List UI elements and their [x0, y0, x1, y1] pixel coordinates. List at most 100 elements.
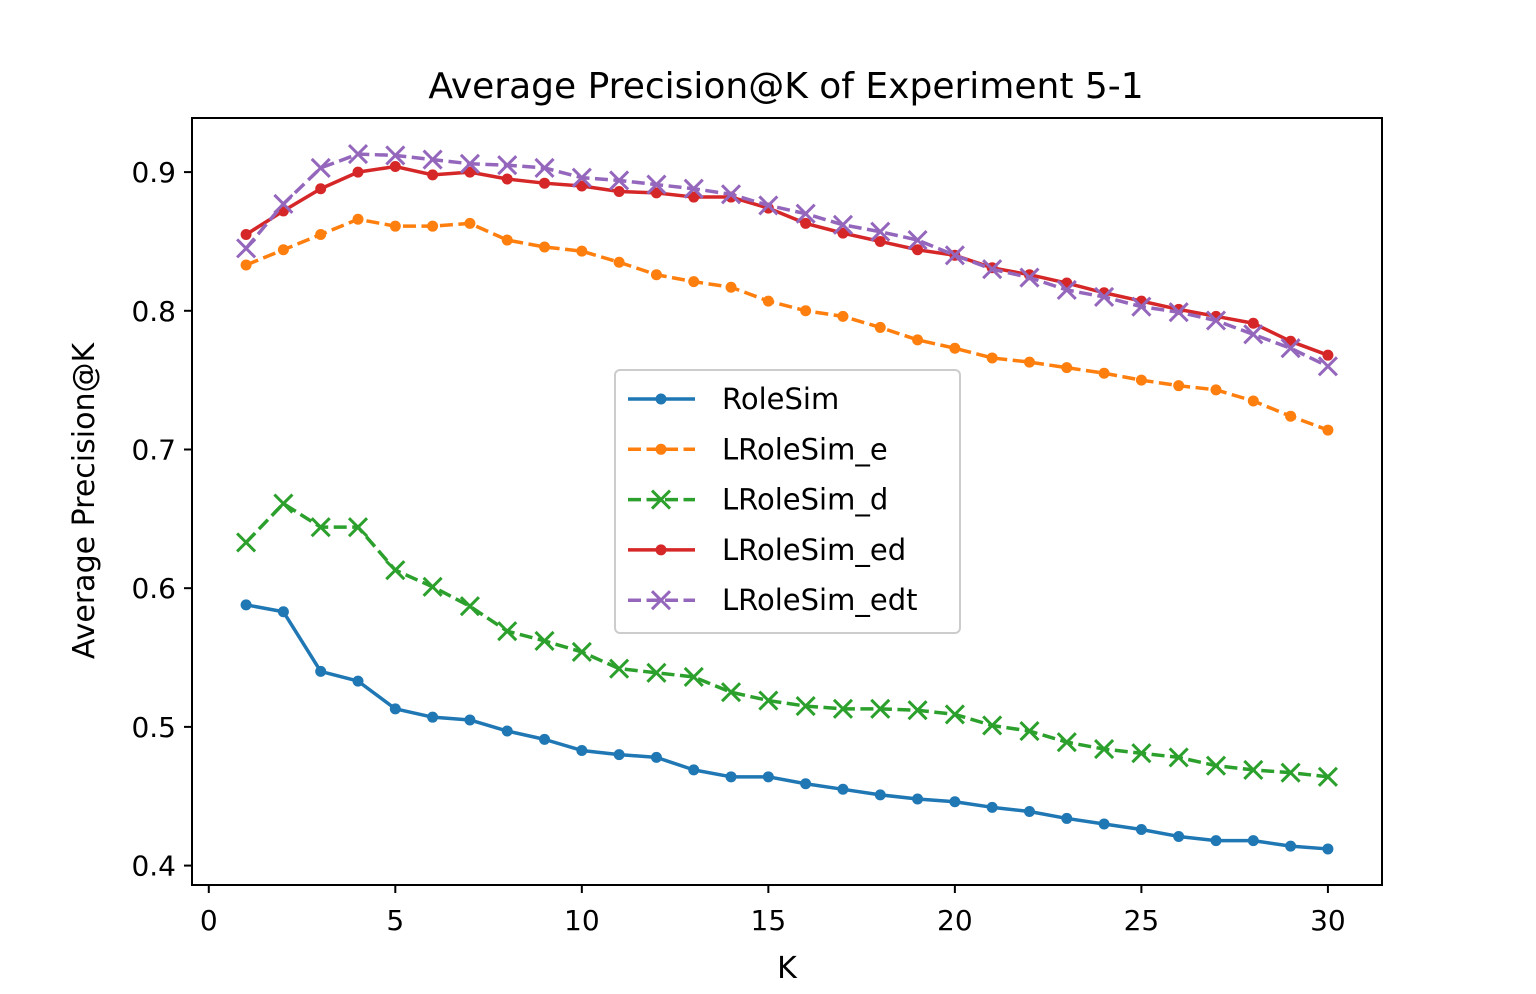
x-tick-label: 25	[1124, 904, 1160, 937]
data-point	[497, 621, 518, 642]
x-axis: 0 5 10 15 20 25 30	[200, 885, 1346, 937]
data-point	[912, 244, 924, 256]
data-point	[1173, 830, 1185, 842]
data-point	[982, 259, 1003, 280]
data-point	[758, 195, 779, 216]
data-point	[1247, 835, 1259, 847]
data-point	[874, 321, 886, 333]
data-point	[795, 203, 816, 224]
data-point	[907, 229, 928, 251]
data-point	[315, 229, 327, 241]
data-point	[1285, 840, 1297, 852]
data-point	[944, 704, 965, 725]
legend-entry: LRoleSim_ed	[628, 533, 906, 567]
data-point	[1131, 296, 1152, 317]
data-point	[389, 703, 401, 715]
data-point	[576, 744, 588, 756]
data-point	[800, 217, 812, 229]
y-tick-label: 0.6	[131, 572, 176, 605]
data-point	[1131, 743, 1152, 764]
data-point	[1056, 279, 1077, 301]
data-point	[725, 281, 737, 293]
data-point	[539, 733, 551, 745]
data-point	[277, 244, 289, 256]
data-point	[683, 666, 704, 688]
x-tick-label: 5	[386, 904, 404, 937]
series-line	[244, 501, 1329, 779]
data-point	[688, 191, 700, 203]
data-point	[762, 771, 774, 783]
data-point	[427, 220, 439, 232]
x-tick-label: 10	[564, 904, 600, 937]
data-point	[310, 157, 331, 178]
data-point	[1023, 356, 1035, 368]
data-point	[1243, 759, 1264, 780]
data-point	[459, 596, 480, 617]
data-point	[352, 675, 364, 687]
series-line	[244, 152, 1329, 368]
data-point	[1135, 374, 1147, 386]
data-point	[422, 576, 443, 597]
y-axis-label: Average Precision@K	[67, 342, 102, 660]
data-point	[1023, 805, 1035, 817]
data-point	[720, 682, 742, 703]
data-point	[870, 698, 891, 719]
series-line	[245, 164, 1329, 357]
data-point	[1019, 267, 1040, 288]
data-point	[613, 186, 625, 198]
data-point	[385, 145, 406, 166]
legend-entry: LRoleSim_e	[628, 432, 888, 466]
data-point	[800, 778, 812, 790]
data-point	[613, 256, 625, 268]
series-LRoleSim_edt	[236, 144, 1338, 377]
legend-entry: RoleSim	[628, 382, 839, 416]
data-point	[1098, 818, 1110, 830]
legend-label: LRoleSim_d	[722, 483, 888, 517]
data-point	[1094, 739, 1115, 760]
data-point	[795, 696, 816, 717]
legend-label: LRoleSim_ed	[722, 533, 906, 567]
data-point	[1322, 843, 1334, 855]
data-point	[315, 183, 327, 195]
legend-entry: LRoleSim_edt	[628, 583, 917, 617]
data-point	[347, 517, 369, 538]
data-point	[240, 259, 252, 271]
legend-entry: LRoleSim_d	[628, 483, 888, 517]
x-tick-label: 30	[1310, 904, 1346, 937]
data-point	[837, 783, 849, 795]
data-point	[758, 690, 779, 711]
data-point	[240, 229, 252, 241]
data-point	[683, 178, 704, 199]
data-point	[1247, 317, 1259, 329]
x-tick-label: 0	[200, 904, 218, 937]
data-point	[874, 789, 886, 801]
series-LRoleSim_d	[236, 493, 1338, 787]
series-LRoleSim_ed	[240, 161, 1334, 361]
data-point	[870, 221, 891, 242]
series-RoleSim	[240, 599, 1334, 855]
legend-marker	[655, 443, 667, 455]
y-tick-label: 0.4	[131, 850, 176, 883]
legend-label: LRoleSim_edt	[722, 583, 917, 617]
y-tick-label: 0.7	[131, 433, 176, 466]
plot-frame	[191, 117, 1383, 886]
legend-box	[614, 369, 961, 634]
y-tick-label: 0.9	[131, 156, 176, 189]
data-point	[539, 177, 551, 189]
data-point	[277, 606, 289, 618]
data-point	[501, 173, 513, 185]
data-point	[1280, 338, 1301, 359]
y-tick-label: 0.8	[131, 295, 176, 328]
data-point	[650, 269, 662, 281]
data-point	[944, 245, 965, 266]
plot-series-layer	[236, 144, 1338, 855]
data-point	[347, 144, 369, 165]
data-point	[1322, 349, 1334, 361]
data-point	[571, 167, 592, 188]
legend-marker	[650, 590, 672, 611]
data-point	[236, 532, 257, 553]
data-point	[464, 714, 476, 726]
data-point	[1322, 424, 1334, 436]
x-tick-label: 15	[751, 904, 787, 937]
